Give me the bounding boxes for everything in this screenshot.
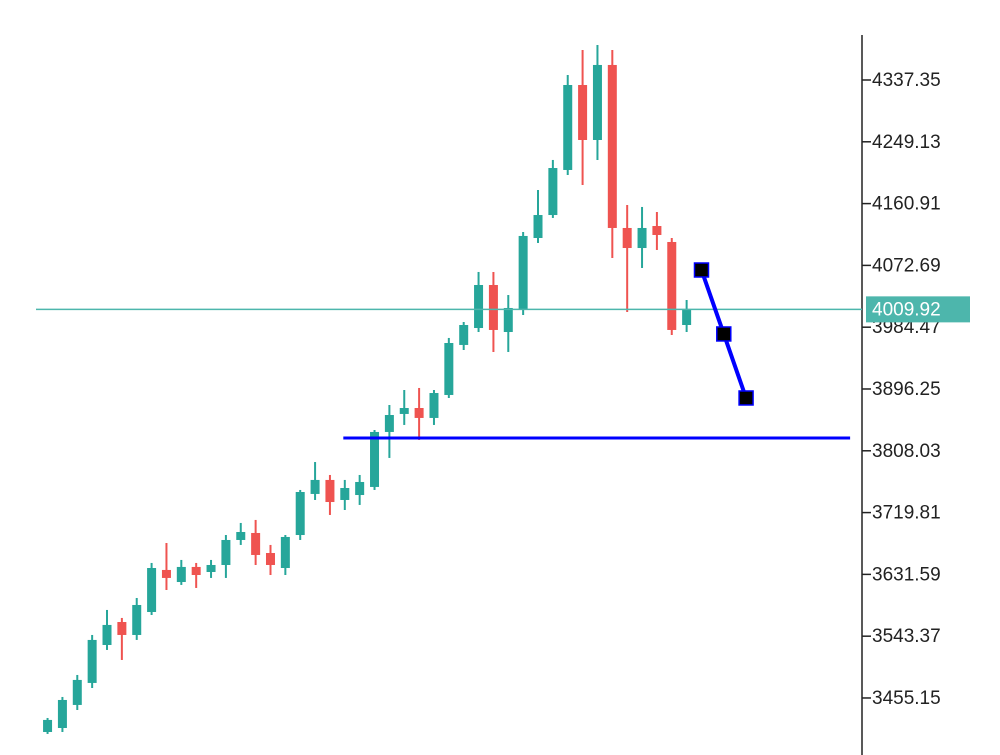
trend-point bbox=[716, 326, 732, 342]
y-tick-label: 3631.59 bbox=[872, 564, 941, 585]
candle-body bbox=[176, 566, 186, 583]
candle-body bbox=[132, 604, 142, 635]
y-tick-label: 3719.81 bbox=[872, 503, 941, 524]
candle-body bbox=[667, 241, 677, 330]
candle-body bbox=[399, 408, 409, 414]
y-tick-label: 3455.15 bbox=[872, 688, 941, 709]
candle-body bbox=[191, 566, 201, 576]
candle-body bbox=[414, 408, 424, 418]
candle-body bbox=[637, 227, 647, 249]
candle-body bbox=[206, 564, 216, 572]
y-tick-label: 4337.35 bbox=[872, 70, 941, 91]
candle-body bbox=[57, 699, 67, 728]
candle-body bbox=[503, 307, 513, 333]
candle-body bbox=[325, 479, 335, 503]
y-tick-label: 3543.37 bbox=[872, 626, 941, 647]
candle-body bbox=[607, 64, 617, 228]
candle-body bbox=[147, 568, 157, 612]
candle-body bbox=[102, 624, 112, 645]
candle-body bbox=[622, 227, 632, 249]
candle-body bbox=[310, 479, 320, 494]
candle-body bbox=[384, 415, 394, 432]
candle-body bbox=[533, 215, 543, 238]
candle-body bbox=[429, 393, 439, 418]
price-label: 4009.92 bbox=[872, 299, 941, 320]
candle-body bbox=[265, 553, 275, 565]
candle-body bbox=[592, 64, 602, 140]
y-tick-label: 4072.69 bbox=[872, 255, 941, 276]
candle-body bbox=[355, 481, 365, 496]
candle-body bbox=[578, 85, 588, 140]
y-tick-label: 3984.47 bbox=[872, 317, 941, 338]
candle-body bbox=[251, 532, 261, 555]
candle-body bbox=[474, 284, 484, 329]
candle-body bbox=[459, 324, 469, 345]
candle-body bbox=[563, 85, 573, 170]
candle-body bbox=[682, 310, 692, 325]
candle-body bbox=[652, 226, 662, 235]
candle-body bbox=[280, 536, 290, 569]
candle-body bbox=[548, 168, 558, 216]
candle-body bbox=[488, 284, 498, 330]
candle-body bbox=[72, 679, 82, 705]
y-tick-label: 4160.91 bbox=[872, 194, 941, 215]
candle-body bbox=[444, 343, 454, 395]
trend-point bbox=[693, 262, 710, 278]
candle-body bbox=[295, 491, 305, 536]
candle-body bbox=[518, 235, 528, 311]
candle-body bbox=[117, 622, 127, 635]
y-tick-label: 4249.13 bbox=[872, 132, 941, 153]
candle-body bbox=[370, 431, 380, 487]
y-tick-label: 3808.03 bbox=[872, 441, 941, 462]
candle-body bbox=[221, 539, 231, 565]
candle-body bbox=[340, 488, 350, 500]
candle-body bbox=[43, 719, 53, 732]
candle-body bbox=[87, 639, 97, 683]
trend-point bbox=[738, 390, 754, 406]
price-label-box bbox=[866, 296, 970, 323]
y-tick-label: 3896.25 bbox=[872, 379, 941, 400]
candle-body bbox=[161, 569, 171, 578]
candle-body bbox=[236, 531, 246, 540]
